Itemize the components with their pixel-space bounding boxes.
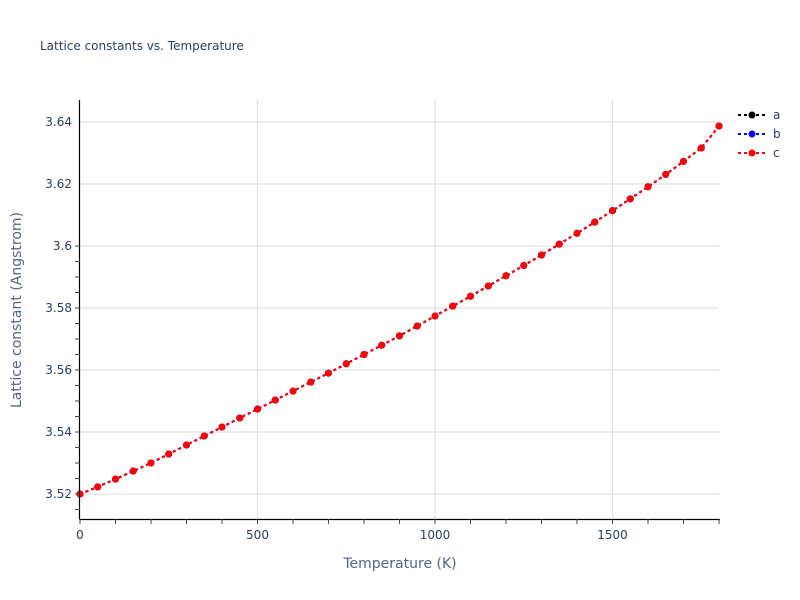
y-tick-label: 3.52 [45, 487, 72, 501]
data-point[interactable] [378, 341, 386, 349]
x-axis-title: Temperature (K) [342, 556, 456, 572]
x-tick-label: 0 [76, 528, 84, 542]
data-point[interactable] [396, 332, 403, 340]
plot-area[interactable] [76, 122, 723, 498]
legend-marker-icon [748, 149, 756, 157]
axes [78, 100, 720, 521]
data-point[interactable] [502, 272, 510, 280]
data-point[interactable] [431, 312, 439, 320]
chart-title: Lattice constants vs. Temperature [40, 39, 244, 53]
legend-label: c [773, 146, 780, 160]
y-axis-ticks: 3.52 3.54 3.56 3.58 3.6 3.62 3.64 [45, 115, 80, 510]
data-point[interactable] [591, 218, 599, 226]
data-point[interactable] [271, 396, 279, 404]
series-c[interactable] [76, 122, 723, 498]
data-point[interactable] [449, 302, 457, 310]
data-point[interactable] [236, 414, 244, 422]
data-point[interactable] [467, 292, 474, 300]
data-point[interactable] [573, 229, 581, 237]
data-point[interactable] [112, 475, 119, 483]
data-point[interactable] [609, 207, 616, 215]
gridlines [80, 100, 719, 519]
y-axis-title: Lattice constant (Angstrom) [9, 212, 25, 408]
y-tick-label: 3.62 [45, 177, 72, 191]
x-tick-label: 500 [246, 528, 269, 542]
series-line [79, 125, 720, 495]
data-point[interactable] [413, 322, 421, 330]
data-point[interactable] [644, 183, 652, 191]
y-tick-label: 3.6 [53, 239, 72, 253]
legend-item-c[interactable]: c [738, 146, 780, 160]
data-point[interactable] [715, 122, 723, 130]
data-point[interactable] [289, 387, 297, 395]
series-a[interactable] [76, 122, 723, 498]
x-axis-ticks: 0 500 1000 1500 [76, 519, 720, 542]
legend-label: a [773, 108, 780, 122]
y-tick-label: 3.56 [45, 363, 72, 377]
legend-item-a[interactable]: a [738, 108, 780, 122]
data-point[interactable] [662, 170, 670, 178]
data-point[interactable] [147, 459, 155, 467]
series-line [79, 125, 720, 495]
data-point[interactable] [520, 262, 528, 270]
data-point[interactable] [254, 405, 261, 413]
legend-label: b [773, 127, 781, 141]
data-point[interactable] [94, 483, 102, 491]
legend-item-b[interactable]: b [738, 127, 781, 141]
data-point[interactable] [555, 240, 563, 248]
series-b[interactable] [76, 122, 723, 498]
x-tick-label: 1500 [597, 528, 628, 542]
legend: abc [738, 108, 781, 160]
x-tick-label: 1000 [420, 528, 451, 542]
data-point[interactable] [165, 450, 173, 458]
data-point[interactable] [183, 441, 190, 449]
data-point[interactable] [626, 195, 634, 203]
data-point[interactable] [680, 157, 687, 165]
y-tick-label: 3.58 [45, 301, 72, 315]
data-point[interactable] [360, 351, 368, 358]
data-point[interactable] [325, 369, 332, 377]
data-point[interactable] [342, 360, 350, 368]
data-point[interactable] [697, 144, 705, 152]
data-point[interactable] [307, 378, 315, 386]
data-point[interactable] [218, 423, 226, 431]
data-point[interactable] [200, 432, 208, 440]
data-point[interactable] [538, 251, 545, 259]
data-point[interactable] [484, 282, 492, 290]
series-line [79, 125, 720, 495]
legend-marker-icon [748, 111, 756, 119]
y-tick-label: 3.54 [45, 425, 72, 439]
legend-marker-icon [748, 130, 756, 138]
y-tick-label: 3.64 [45, 115, 72, 129]
data-point[interactable] [129, 467, 137, 475]
